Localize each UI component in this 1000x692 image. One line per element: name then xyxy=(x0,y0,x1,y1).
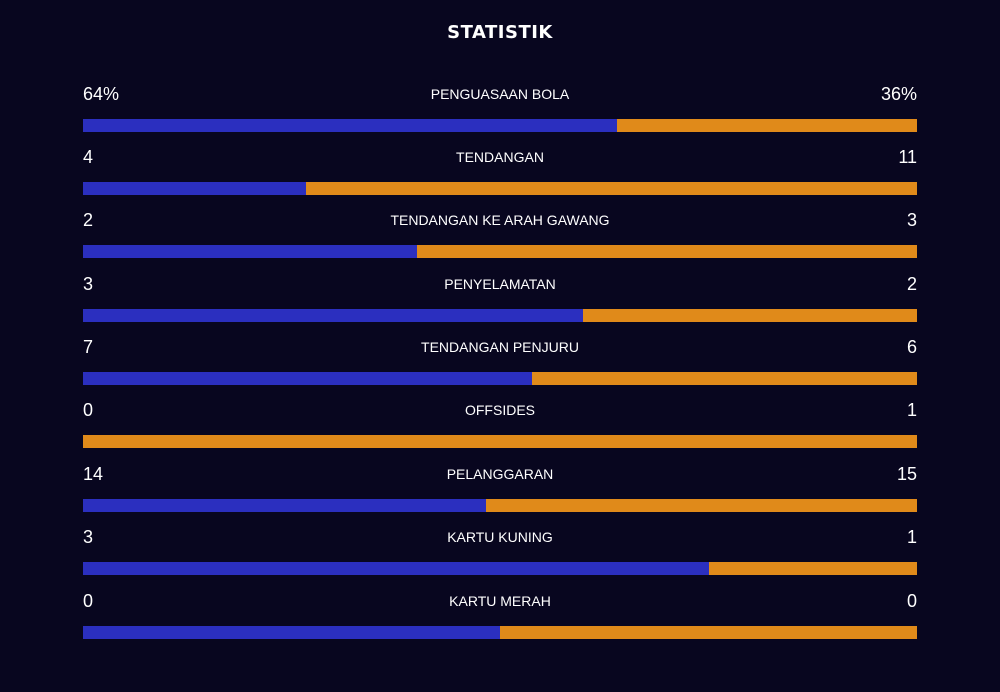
home-value: 3 xyxy=(83,274,94,294)
stat-label: KARTU KUNING xyxy=(447,529,553,545)
home-value: 0 xyxy=(83,400,94,420)
stat-label: OFFSIDES xyxy=(464,402,535,418)
home-value: 64% xyxy=(83,84,120,104)
away-value: 11 xyxy=(898,147,917,167)
away-value: 1 xyxy=(906,400,917,420)
away-bar-segment xyxy=(583,309,917,322)
home-bar-segment xyxy=(83,182,306,195)
away-bar-segment xyxy=(708,562,917,575)
comparison-bar xyxy=(83,626,917,639)
stat-row-red-cards: 0 KARTU MERAH 0 xyxy=(83,589,917,649)
stat-row-shots: 4 TENDANGAN 11 xyxy=(83,145,917,205)
away-bar-segment xyxy=(83,435,917,448)
away-value: 3 xyxy=(906,210,917,230)
home-bar-segment xyxy=(83,562,709,575)
comparison-bar xyxy=(83,182,917,195)
away-value: 2 xyxy=(906,274,917,294)
away-value: 0 xyxy=(906,591,917,611)
panel-title: STATISTIK xyxy=(447,22,553,43)
home-value: 4 xyxy=(83,147,94,167)
comparison-bar xyxy=(83,309,917,322)
home-bar-segment xyxy=(83,372,532,385)
away-bar-segment xyxy=(616,119,917,132)
stat-label: PENYELAMATAN xyxy=(444,276,556,292)
away-value: 1 xyxy=(906,527,917,547)
away-bar-segment xyxy=(500,626,917,639)
stat-row-saves: 3 PENYELAMATAN 2 xyxy=(83,272,917,332)
away-bar-segment xyxy=(531,372,917,385)
stat-label: TENDANGAN xyxy=(456,149,544,165)
home-bar-segment xyxy=(83,309,584,322)
home-value: 0 xyxy=(83,591,94,611)
stat-label: TENDANGAN PENJURU xyxy=(421,339,579,355)
stat-label: PENGUASAAN BOLA xyxy=(430,86,570,102)
comparison-bar xyxy=(83,245,917,258)
home-bar-segment xyxy=(83,119,617,132)
home-value: 2 xyxy=(83,210,94,230)
away-value: 15 xyxy=(896,464,917,484)
away-bar-segment xyxy=(305,182,917,195)
stat-label: TENDANGAN KE ARAH GAWANG xyxy=(390,212,610,228)
stat-label: KARTU MERAH xyxy=(449,593,551,609)
away-value: 36% xyxy=(880,84,917,104)
stat-row-yellow-cards: 3 KARTU KUNING 1 xyxy=(83,525,917,585)
comparison-bar xyxy=(83,372,917,385)
comparison-bar xyxy=(83,499,917,512)
comparison-bar xyxy=(83,562,917,575)
comparison-bar xyxy=(83,119,917,132)
home-value: 3 xyxy=(83,527,94,547)
away-bar-segment xyxy=(416,245,917,258)
home-value: 14 xyxy=(83,464,104,484)
comparison-bar xyxy=(83,435,917,448)
stat-row-offsides: 0 OFFSIDES 1 xyxy=(83,398,917,458)
home-bar-segment xyxy=(83,245,417,258)
stat-row-possession: 64% PENGUASAAN BOLA 36% xyxy=(83,82,917,142)
home-bar-segment xyxy=(83,499,486,512)
away-bar-segment xyxy=(485,499,917,512)
stat-label: PELANGGARAN xyxy=(446,466,554,482)
home-value: 7 xyxy=(83,337,94,357)
stat-row-corners: 7 TENDANGAN PENJURU 6 xyxy=(83,335,917,395)
stat-row-fouls: 14 PELANGGARAN 15 xyxy=(83,462,917,522)
stat-row-shots-on-target: 2 TENDANGAN KE ARAH GAWANG 3 xyxy=(83,208,917,268)
away-value: 6 xyxy=(906,337,917,357)
home-bar-segment xyxy=(83,626,500,639)
